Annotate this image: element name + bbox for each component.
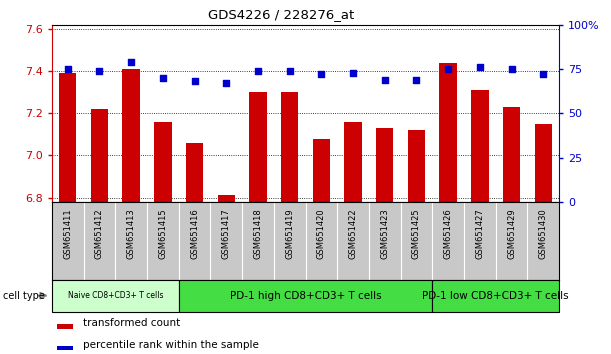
Text: GSM651427: GSM651427	[475, 208, 485, 259]
Text: GSM651413: GSM651413	[126, 208, 136, 259]
Text: GSM651420: GSM651420	[317, 208, 326, 259]
Bar	[535, 124, 552, 202]
Point	[412, 77, 422, 82]
Text: GSM651425: GSM651425	[412, 208, 421, 259]
Text: GSM651411: GSM651411	[64, 208, 72, 259]
Bar	[57, 346, 73, 350]
Bar	[433, 280, 559, 312]
Bar	[59, 73, 76, 202]
Point	[316, 72, 326, 77]
Text: GSM651430: GSM651430	[539, 208, 547, 259]
Bar	[471, 90, 489, 202]
Bar	[408, 130, 425, 202]
Point	[285, 68, 295, 74]
Point	[63, 66, 73, 72]
Text: GSM651422: GSM651422	[348, 208, 357, 259]
Bar	[91, 109, 108, 202]
Text: GSM651419: GSM651419	[285, 208, 294, 259]
Bar	[52, 280, 179, 312]
Point	[348, 70, 358, 75]
Text: GDS4226 / 228276_at: GDS4226 / 228276_at	[208, 8, 354, 21]
Text: PD-1 high CD8+CD3+ T cells: PD-1 high CD8+CD3+ T cells	[230, 291, 381, 301]
Point	[158, 75, 168, 81]
Bar	[218, 195, 235, 202]
Point	[475, 64, 485, 70]
Point	[443, 66, 453, 72]
Point	[126, 59, 136, 65]
Text: GSM651417: GSM651417	[222, 208, 231, 259]
Bar	[154, 122, 172, 202]
Text: transformed count: transformed count	[83, 318, 181, 329]
Text: GSM651416: GSM651416	[190, 208, 199, 259]
Text: GSM651423: GSM651423	[380, 208, 389, 259]
Text: GSM651429: GSM651429	[507, 208, 516, 259]
Text: cell type: cell type	[3, 291, 45, 301]
Text: GSM651426: GSM651426	[444, 208, 453, 259]
Text: GSM651418: GSM651418	[254, 208, 263, 259]
Bar	[281, 92, 298, 202]
Point	[253, 68, 263, 74]
Bar	[376, 128, 393, 202]
Bar	[313, 138, 330, 202]
Point	[538, 72, 548, 77]
Text: GSM651415: GSM651415	[158, 208, 167, 259]
Bar	[503, 107, 520, 202]
Point	[95, 68, 104, 74]
Point	[221, 80, 231, 86]
Bar	[179, 280, 433, 312]
Point	[189, 79, 199, 84]
Point	[380, 77, 390, 82]
Text: percentile rank within the sample: percentile rank within the sample	[83, 339, 259, 350]
Bar	[345, 122, 362, 202]
Point	[507, 66, 516, 72]
Bar	[57, 324, 73, 329]
Bar	[122, 69, 140, 202]
Text: GSM651412: GSM651412	[95, 208, 104, 259]
Bar	[186, 143, 203, 202]
Text: Naive CD8+CD3+ T cells: Naive CD8+CD3+ T cells	[68, 291, 163, 300]
Text: PD-1 low CD8+CD3+ T cells: PD-1 low CD8+CD3+ T cells	[422, 291, 569, 301]
Bar	[249, 92, 266, 202]
Bar	[439, 63, 457, 202]
